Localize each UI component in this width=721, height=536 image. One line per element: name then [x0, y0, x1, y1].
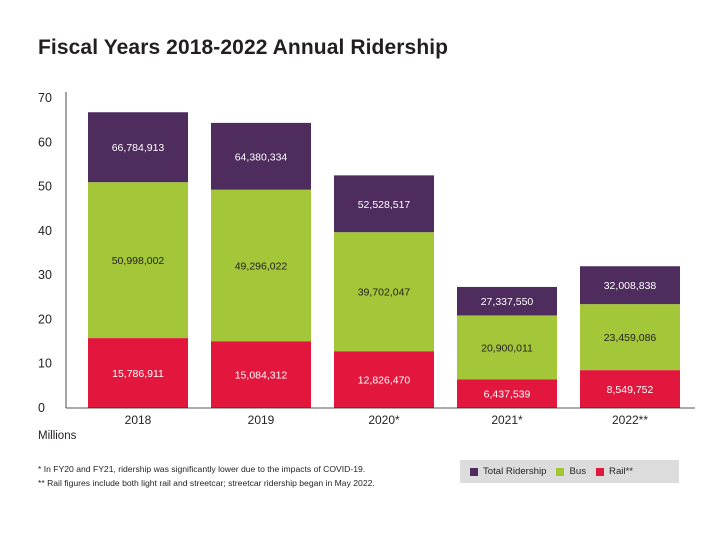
- y-tick-label: 50: [38, 180, 52, 194]
- bar-bus-2018: [88, 182, 188, 339]
- footnotes: * In FY20 and FY21, ridership was signif…: [38, 462, 375, 490]
- y-axis-label: Millions: [38, 430, 77, 442]
- data-label-total: 64,380,334: [235, 151, 288, 163]
- bar-total-2020: [334, 175, 434, 233]
- bar-rail-2021: [457, 379, 557, 408]
- footnote-covid: * In FY20 and FY21, ridership was signif…: [38, 464, 366, 474]
- y-tick-label: 60: [38, 135, 52, 149]
- data-label-bus: 50,998,002: [112, 255, 165, 267]
- data-label-total: 32,008,838: [604, 280, 657, 292]
- y-tick-label: 0: [38, 401, 45, 415]
- x-tick-label: 2020*: [368, 413, 400, 427]
- data-label-bus: 23,459,086: [604, 332, 657, 344]
- bar-bus-2021: [457, 315, 557, 380]
- data-label-rail: 15,786,911: [112, 368, 164, 380]
- y-tick-label: 10: [38, 357, 52, 371]
- data-label-bus: 49,296,022: [235, 260, 288, 272]
- legend: Total Ridership Bus Rail**: [460, 460, 679, 483]
- x-tick-label: 2022**: [612, 413, 648, 427]
- bar-rail-2019: [211, 341, 311, 408]
- bar-total-2021: [457, 286, 557, 316]
- legend-item-bus: Bus: [556, 466, 586, 477]
- bar-rail-2020: [334, 351, 434, 408]
- x-tick-label: 2019: [248, 413, 275, 427]
- data-label-total: 52,528,517: [358, 199, 411, 211]
- bar-total-2019: [211, 122, 311, 190]
- y-tick-label: 20: [38, 312, 52, 326]
- bar-rail-2018: [88, 338, 188, 408]
- data-label-rail: 15,084,312: [235, 370, 288, 382]
- bar-bus-2019: [211, 189, 311, 342]
- data-label-rail: 12,826,470: [358, 375, 411, 387]
- bar-bus-2020: [334, 232, 434, 352]
- bar-total-2022: [580, 266, 680, 305]
- legend-swatch-bus: [556, 467, 565, 476]
- chart-title: Fiscal Years 2018-2022 Annual Ridership: [38, 36, 449, 59]
- data-label-rail: 6,437,539: [484, 389, 531, 401]
- data-label-bus: 39,702,047: [358, 287, 411, 299]
- legend-item-total: Total Ridership: [470, 466, 546, 477]
- legend-swatch-rail: [596, 467, 605, 476]
- bar-total-2018: [88, 112, 188, 183]
- data-label-rail: 8,549,752: [607, 384, 654, 396]
- y-tick-label: 40: [38, 224, 52, 238]
- legend-label-rail: Rail**: [609, 466, 634, 477]
- legend-swatch-total: [470, 467, 478, 476]
- legend-label-total: Total Ridership: [483, 466, 547, 477]
- data-label-total: 66,784,913: [112, 142, 165, 154]
- data-label-bus: 20,900,011: [481, 342, 533, 354]
- y-tick-label: 70: [38, 91, 52, 105]
- data-label-total: 27,337,550: [481, 296, 534, 308]
- legend-item-rail: Rail**: [596, 466, 633, 477]
- y-tick-label: 30: [38, 268, 52, 282]
- x-tick-label: 2021*: [491, 413, 523, 427]
- bar-rail-2022: [580, 370, 680, 408]
- footnote-rail: ** Rail figures include both light rail …: [38, 478, 375, 488]
- legend-label-bus: Bus: [569, 466, 587, 477]
- x-tick-label: 2018: [125, 413, 152, 427]
- bar-bus-2022: [580, 304, 680, 371]
